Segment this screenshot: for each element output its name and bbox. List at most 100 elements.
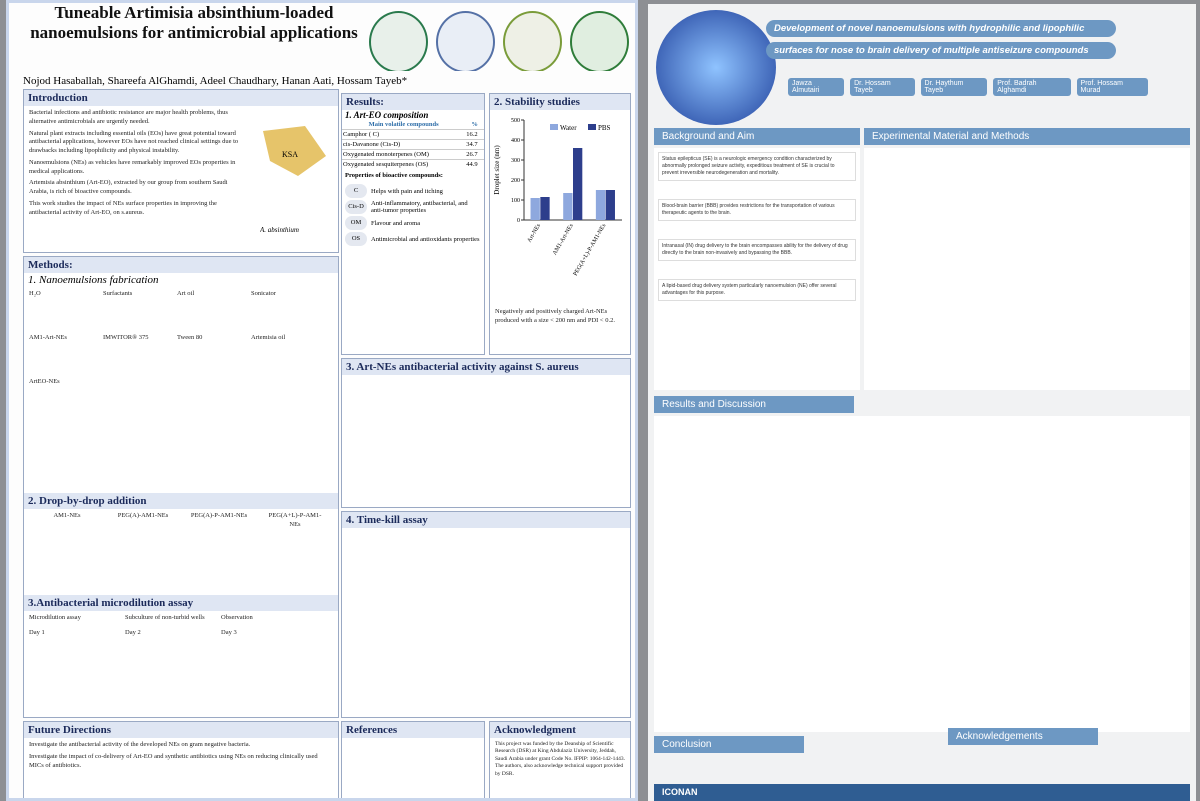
subheading: 1. Art-EO composition — [345, 110, 429, 120]
cell: Main volatile compounds — [368, 121, 439, 128]
chart: Droplet size (nm) 0 100 200 300 400 500 Art-NEs… — [493, 118, 622, 277]
label: Sonicator — [251, 290, 276, 297]
heading: Acknowledgements — [948, 728, 1098, 745]
step-labels: Microdilution assay Subculture of non-tur… — [24, 611, 338, 641]
intro-box: Introduction Bacterial infections and an… — [23, 89, 339, 253]
paragraph: A lipid-based drug delivery system parti… — [658, 279, 856, 301]
poster-title: Tuneable Artimisia absinthium-loaded nan… — [30, 3, 358, 42]
heading: 3. Art-NEs antibacterial activity agains… — [342, 359, 630, 375]
row: Oxygenated monoterpenes (OM) 26.7 — [342, 149, 484, 160]
heading: Acknowledgment — [490, 722, 630, 738]
label: Subculture of non-turbid wells — [125, 614, 205, 621]
author: Prof. Badrah Alghamdi — [993, 78, 1071, 96]
label: Tween 80 — [177, 334, 203, 341]
cell: Camphor ( C) — [342, 129, 466, 140]
prop-row: OM Flavour and aroma — [345, 216, 481, 230]
x-tick-label: Art-NEs — [527, 222, 543, 243]
prop-text: Antimicrobial and antioxidants propertie… — [371, 235, 480, 243]
logos — [369, 11, 629, 71]
heading: 2. Drop-by-drop addition — [24, 493, 338, 509]
bullet: Investigate the impact of co-delivery of… — [29, 752, 318, 769]
authors: Nojod Hasaballah, Shareefa AlGhamdi, Ade… — [23, 75, 408, 87]
heading: Introduction — [24, 90, 338, 106]
label: Microdilution assay — [29, 614, 81, 621]
bar — [605, 190, 615, 220]
future-list: Investigate the antibacterial activity o… — [24, 738, 338, 776]
left-poster: Tuneable Artimisia absinthium-loaded nan… — [6, 0, 638, 801]
y-tick-label: 400 — [511, 138, 520, 144]
x-tick-label: PEG(A+L)-P-AM1-NEs — [572, 222, 608, 277]
y-tick-label: 100 — [511, 198, 520, 204]
author: Prof. Hossam Murad — [1076, 78, 1148, 96]
bullet: Artemisia absinthium (Art-EO), extracted… — [29, 179, 228, 196]
timekill-box: 4. Time-kill assay — [341, 511, 631, 718]
author: Jawza Almutairi — [788, 78, 845, 96]
prop-text: Flavour and aroma — [371, 219, 421, 227]
bar — [530, 198, 540, 220]
paragraph: Intranasal (IN) drug delivery to the bra… — [658, 239, 856, 261]
authors: Jawza Almutairi Dr. Hossam Tayeb Dr. Hayth… — [788, 78, 1148, 96]
heading: 4. Time-kill assay — [342, 512, 630, 528]
cell: Oxygenated monoterpenes (OM) — [342, 149, 466, 160]
label: Artemisia oil — [251, 334, 286, 341]
title-line: Development of novel nanoemulsions with … — [766, 20, 1116, 37]
y-tick-label: 0 — [517, 218, 520, 224]
author: Dr. Hossam Tayeb — [850, 78, 915, 96]
label: AM1-Art-NEs — [29, 334, 67, 341]
y-tick-label: 200 — [511, 178, 520, 184]
methods-panel — [864, 148, 1190, 390]
cell: 26.7 — [465, 149, 484, 160]
map-label: KSA — [282, 150, 299, 159]
label: Surfactants — [103, 290, 133, 297]
background-text: Status epilepticus (SE) is a neurologic … — [654, 148, 860, 390]
x-tick-label: AM1-Art-NEs — [552, 222, 575, 256]
step-labels: H₂O Surfactants Art oil Sonicator AM1-Art-NE… — [24, 287, 338, 493]
label: PEG(A)-P-AM1-NEs — [190, 512, 248, 519]
composition-table: Main volatile compounds% Camphor ( C) 16.2… — [342, 120, 484, 169]
legend-swatch — [588, 124, 596, 130]
intro-list: Bacterial infections and antibiotic resi… — [24, 106, 249, 223]
cell: Oxygenated sesquiterpenes (OS) — [342, 159, 466, 169]
references-box: References — [341, 721, 485, 798]
bullet: Investigate the antibacterial activity o… — [29, 741, 251, 748]
y-tick-label: 300 — [511, 158, 520, 164]
prop-code: C — [345, 184, 367, 198]
plant-label: A. absinthium — [260, 226, 299, 234]
right-poster: Development of novel nanoemulsions with … — [648, 4, 1196, 801]
label: IMWITOR® 375 — [103, 334, 149, 341]
cell: 34.7 — [465, 139, 484, 150]
heading: References — [342, 722, 484, 738]
results-box: Results: 1. Art-EO composition Main vola… — [341, 93, 485, 355]
label: AM1-NEs — [53, 512, 81, 519]
heading: Conclusion — [654, 736, 804, 753]
prop-text: Anti-inflammatory, antibacterial, and an… — [371, 200, 468, 214]
label: Day 1 — [29, 628, 45, 636]
paragraph: Status epilepticus (SE) is a neurologic … — [658, 152, 856, 181]
prop-code: OM — [345, 216, 367, 230]
results-panel — [654, 416, 1190, 732]
bullet: Nanoemulsions (NEs) as vehicles have rem… — [29, 158, 236, 175]
bar — [540, 197, 550, 220]
bar — [573, 148, 583, 220]
row: Main volatile compounds% — [342, 120, 484, 130]
heading: Future Directions — [24, 722, 338, 738]
legend-swatch — [550, 124, 558, 130]
cell: cis-Davanone (Cis-D) — [342, 139, 466, 150]
brain-image — [656, 10, 776, 125]
heading: Experimental Material and Methods — [864, 128, 1190, 145]
bullet: Bacterial infections and antibiotic resi… — [29, 109, 228, 125]
step-labels: AM1-NEs PEG(A)-AM1-NEs PEG(A)-P-AM1-NEs PEG… — [24, 509, 338, 595]
heading: Results: — [342, 94, 484, 110]
props-heading: Properties of bioactive compounds: — [345, 172, 443, 179]
label: Observation — [221, 614, 253, 621]
heading: Background and Aim — [654, 128, 860, 145]
legend-label: PBS — [598, 124, 611, 132]
row: Camphor ( C) 16.2 — [342, 129, 484, 140]
note: Negatively and positively charged Art-NE… — [495, 308, 615, 324]
heading: 2. Stability studies — [490, 94, 630, 110]
label: Day 2 — [125, 628, 141, 636]
prop-code: Cis-D — [345, 200, 367, 214]
label: PEG(A+L)-P-AM1-NEs — [268, 512, 322, 528]
bar — [595, 190, 606, 220]
